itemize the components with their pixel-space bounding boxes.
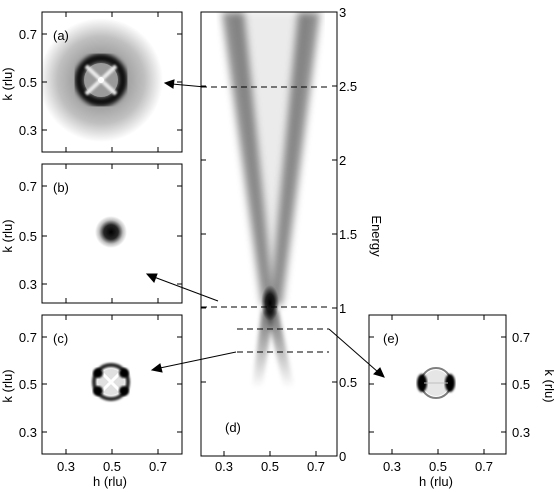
- panel-d-heatmap: [222, 12, 320, 388]
- panel-c-xtick-2: 0.7: [149, 459, 167, 474]
- panel-b-spot: [95, 216, 127, 248]
- panel-e: (e) 0.7 0.5 0.3 k (rlu) 0.3 0.5 0.7 h (r…: [368, 314, 554, 489]
- panel-c: (c) 0.7 0.5 0.3 k (rlu) 0.3 0.5 0.7 h (r…: [0, 314, 183, 489]
- panel-c-ytick-0: 0.7: [19, 330, 37, 345]
- panel-e-ylabel: k (rlu): [542, 369, 554, 402]
- panel-c-ytick-1: 0.5: [19, 377, 37, 392]
- panel-c-xlabel: h (rlu): [93, 474, 127, 489]
- panel-d-label: (d): [225, 420, 241, 435]
- panel-b-ytick-0: 0.7: [19, 179, 37, 194]
- arrow-to-e: [328, 328, 385, 378]
- panel-c-xtick-1: 0.5: [103, 459, 121, 474]
- panel-d-cone-fill: [232, 12, 310, 300]
- panel-b-label: (b): [53, 180, 69, 195]
- panel-e-label: (e): [383, 331, 399, 346]
- panel-d-ylabel: Energy: [369, 215, 384, 257]
- arrow-to-b: [145, 273, 219, 302]
- panel-d-ytick-0: 0: [339, 449, 346, 464]
- panel-c-lobe-3: [93, 386, 103, 396]
- panel-d-xtick-0: 0.3: [215, 459, 233, 474]
- panel-a-ytick-1: 0.5: [19, 75, 37, 90]
- panel-d-ytick-4: 2: [339, 153, 346, 168]
- panel-e-lobe-right: [445, 374, 455, 392]
- panel-d-ytick-6: 3: [339, 5, 346, 20]
- panel-c-ytick-2: 0.3: [19, 425, 37, 440]
- panel-b-ytick-1: 0.5: [19, 229, 37, 244]
- panel-d-xtick-2: 0.7: [307, 459, 325, 474]
- arrow-to-c: [150, 351, 237, 373]
- panel-c-lobe-1: [93, 368, 103, 378]
- panel-e-ytick-1: 0.5: [512, 377, 530, 392]
- panel-b-ytick-2: 0.3: [19, 277, 37, 292]
- panel-e-xtick-2: 0.7: [475, 459, 493, 474]
- panel-a: (a) 0.7 0.5 0.3 k (rlu): [0, 11, 183, 153]
- panel-b-ylabel: k (rlu): [0, 219, 15, 252]
- panel-e-ytick-0: 0.7: [512, 330, 530, 345]
- panel-a-label: (a): [53, 28, 69, 43]
- panel-c-xtick-0: 0.3: [57, 459, 75, 474]
- panel-c-ring: [92, 363, 130, 401]
- energy-cuts: [201, 86, 329, 353]
- panel-a-heatmap: [42, 18, 163, 142]
- panel-c-lobe-4: [119, 386, 129, 396]
- panel-d-branch-upper-left: [222, 12, 274, 305]
- panel-e-ytick-2: 0.3: [512, 425, 530, 440]
- panel-d-ytick-1: 0.5: [339, 375, 357, 390]
- panel-c-ylabel: k (rlu): [0, 369, 15, 402]
- panel-a-ylabel: k (rlu): [0, 67, 15, 100]
- panel-e-xtick-0: 0.3: [383, 459, 401, 474]
- panel-c-cross: [98, 369, 124, 395]
- arrows: [145, 79, 385, 378]
- panel-d-branch-lower-right: [266, 310, 294, 388]
- panel-b: (b) 0.7 0.5 0.3 k (rlu): [0, 163, 183, 304]
- panel-c-lobe-2: [119, 368, 129, 378]
- panel-a-ytick-0: 0.7: [19, 27, 37, 42]
- panel-e-lobe-left: [417, 374, 427, 392]
- panel-d-xtick-1: 0.5: [261, 459, 279, 474]
- panel-d-core: [261, 285, 279, 321]
- panel-d-ytick-2: 1: [339, 301, 346, 316]
- panel-e-xlabel: h (rlu): [419, 474, 453, 489]
- arrow-to-a: [163, 79, 206, 89]
- panel-e-xtick-1: 0.5: [429, 459, 447, 474]
- panel-d-branch-upper-right: [270, 12, 320, 305]
- panel-a-ytick-2: 0.3: [19, 123, 37, 138]
- panel-a-ring: [74, 53, 128, 107]
- panel-d-ytick-5: 2.5: [339, 79, 357, 94]
- panel-d: (d) 0 0.5 1 1.5 2 2.5 3 Energy 0.3 0.5 0…: [200, 5, 384, 474]
- panel-a-center: [98, 77, 104, 83]
- panel-d-ytick-3: 1.5: [339, 227, 357, 242]
- panel-c-label: (c): [53, 331, 68, 346]
